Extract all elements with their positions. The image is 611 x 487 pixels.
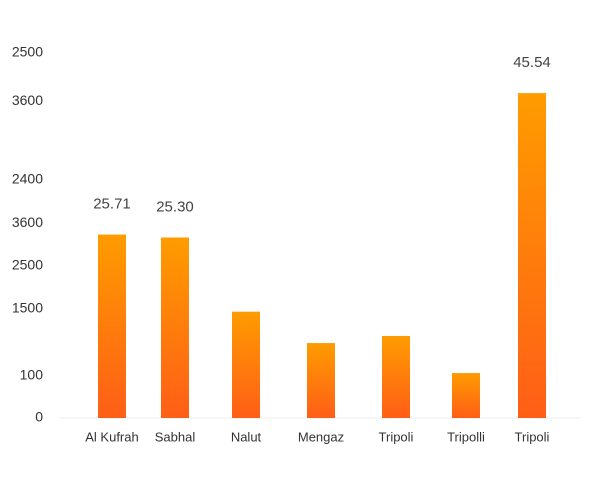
value-label: 25.30: [156, 198, 194, 215]
bar: [98, 234, 126, 418]
y-tick-label: 2500: [12, 43, 43, 59]
value-label: 25.71: [93, 196, 131, 213]
bar: [452, 373, 480, 418]
bar: [382, 335, 410, 418]
x-tick-label: Tripolli: [447, 429, 485, 444]
bar: [307, 343, 335, 418]
y-tick-label: 3600: [12, 92, 43, 108]
bar: [161, 237, 189, 418]
x-tick-label: Al Kufrah: [85, 429, 138, 444]
x-tick-label: Nalut: [231, 429, 262, 444]
x-tick-label: Mengaz: [298, 429, 344, 444]
bar: [232, 311, 260, 418]
x-tick-label: Tripoli: [379, 429, 414, 444]
y-tick-label: 0: [35, 409, 43, 425]
y-tick-label: 100: [20, 367, 44, 383]
bar: [518, 93, 546, 419]
x-tick-label: Tripoli: [515, 429, 550, 444]
value-label: 45.54: [513, 54, 551, 71]
y-tick-label: 2400: [12, 170, 43, 186]
y-tick-label: 1500: [12, 300, 43, 316]
y-tick-label: 3600: [12, 214, 43, 230]
y-tick-label: 2500: [12, 257, 43, 273]
x-tick-label: Sabhal: [155, 429, 196, 444]
